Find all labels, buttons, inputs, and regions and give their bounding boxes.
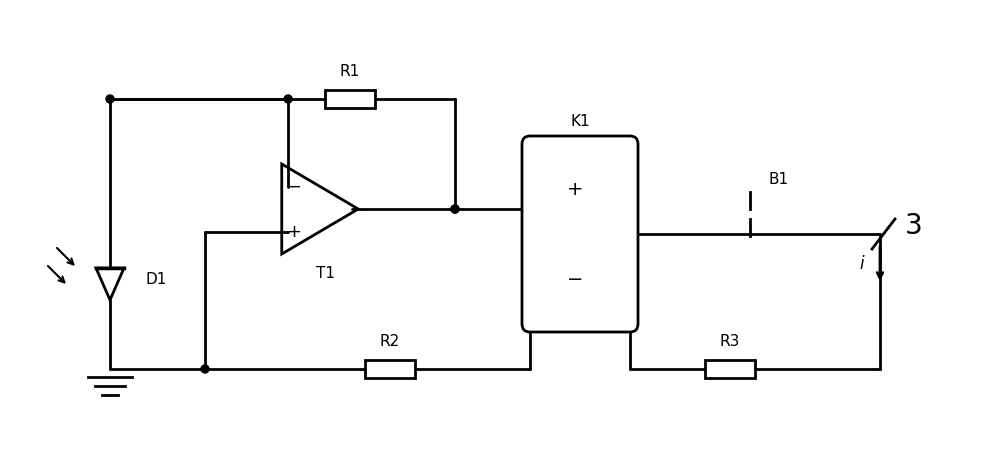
Text: R1: R1 — [340, 63, 360, 78]
Text: T1: T1 — [316, 266, 334, 281]
Text: R3: R3 — [720, 333, 740, 348]
Text: D1: D1 — [145, 272, 166, 287]
Text: +: + — [286, 222, 301, 241]
Circle shape — [284, 95, 292, 103]
Text: R2: R2 — [380, 333, 400, 348]
FancyBboxPatch shape — [522, 136, 638, 332]
Circle shape — [451, 205, 459, 213]
Bar — [365, 360, 415, 378]
Text: +: + — [567, 180, 583, 198]
Text: −: − — [287, 177, 301, 196]
Text: K1: K1 — [570, 114, 590, 129]
Text: i: i — [860, 255, 864, 273]
Text: B1: B1 — [768, 172, 788, 187]
Circle shape — [106, 95, 114, 103]
Circle shape — [451, 205, 459, 213]
Text: −: − — [567, 270, 583, 288]
Circle shape — [201, 365, 209, 373]
Bar — [705, 360, 755, 378]
Text: 3: 3 — [905, 212, 923, 240]
Bar — [325, 90, 375, 108]
